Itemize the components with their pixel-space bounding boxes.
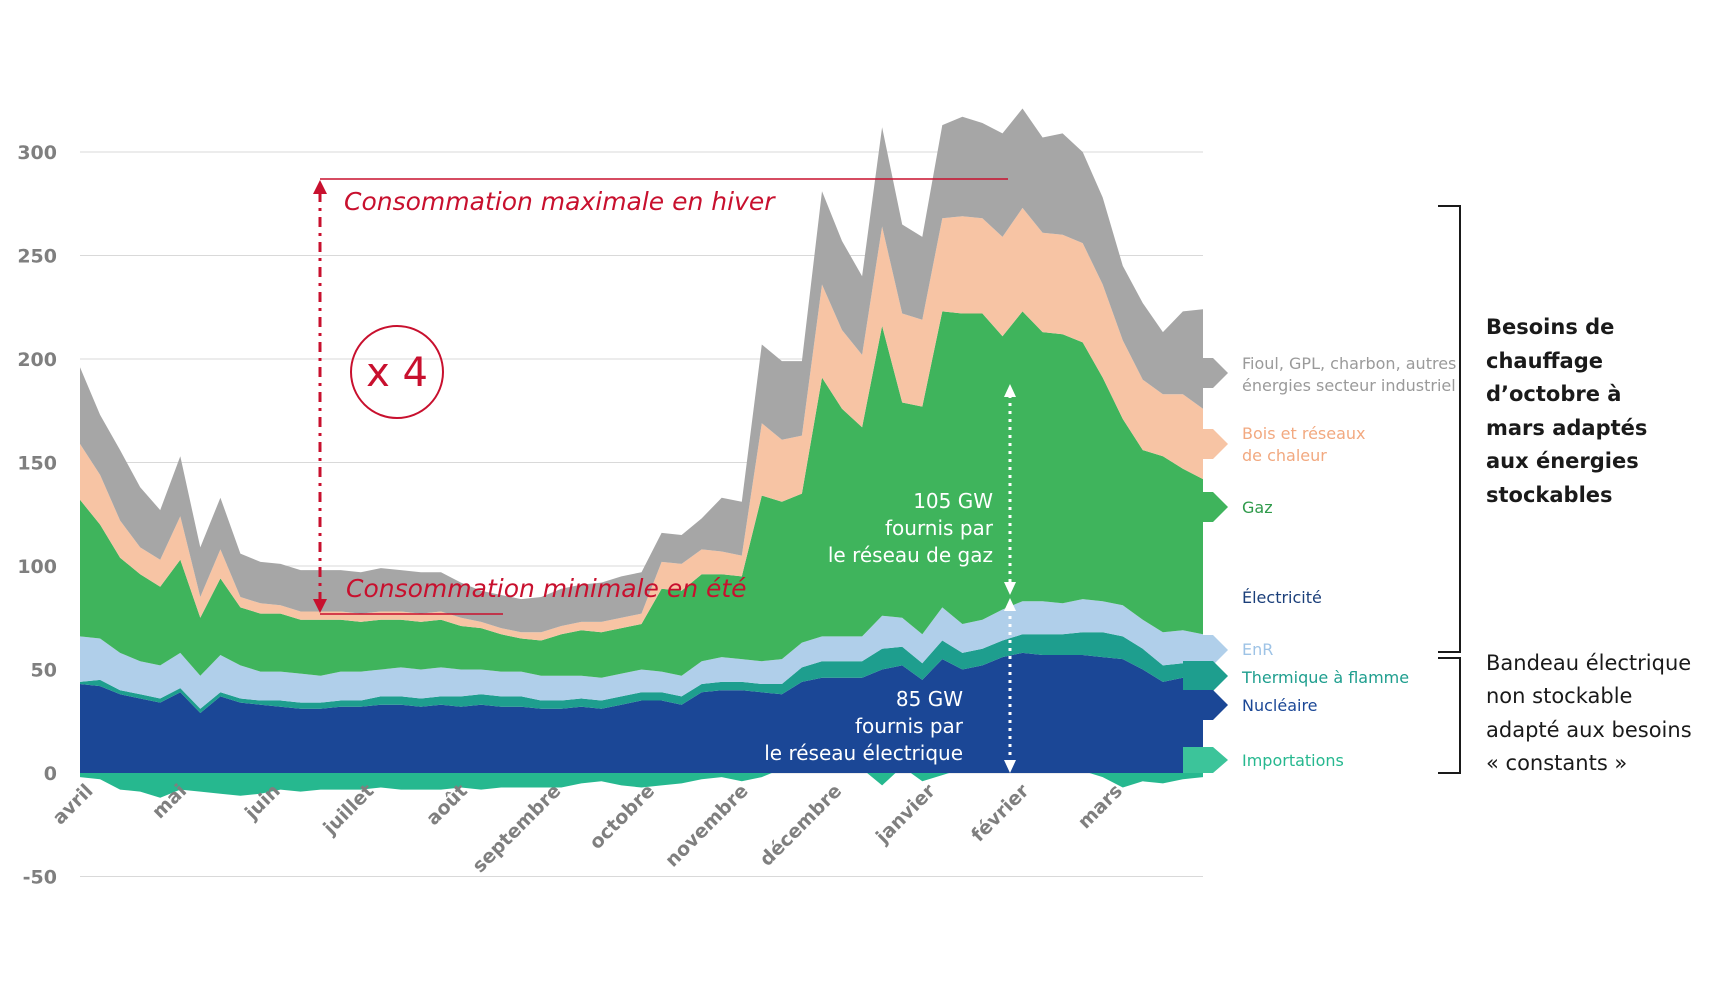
area-gaz: [80, 311, 1203, 678]
min-max-annotation: Consommation maximale en hiver Consommat…: [313, 178, 1008, 615]
electric-label-line3: adapté aux besoins: [1486, 718, 1692, 742]
area-enr: [80, 599, 1203, 709]
y-axis-ticks: -50 0 50 100 150 200 250 300: [17, 142, 57, 889]
min-consumption-label: Consommation minimale en été: [346, 574, 747, 603]
gas-arrow-head-up: [1004, 384, 1016, 397]
heating-label-line2: chauffage: [1486, 349, 1603, 373]
area-nucleaire: [80, 652, 1203, 773]
y-tick-label: 0: [44, 763, 57, 785]
ratio-arrow-head-down: [313, 599, 327, 613]
month-label: février: [967, 780, 1034, 847]
month-label: septembre: [468, 780, 565, 877]
month-label: mars: [1074, 780, 1127, 833]
area-thermique: [80, 632, 1203, 713]
legend-label-thermique: Thermique à flamme: [1241, 668, 1409, 687]
y-tick-label: -50: [23, 867, 57, 889]
heating-label-line5: aux énergies: [1486, 449, 1639, 473]
legend-label-fioul-line2: énergies secteur industriel: [1242, 376, 1456, 395]
heating-label-line1: Besoins de: [1486, 315, 1614, 339]
legend-marker-importations: [1183, 747, 1228, 773]
legend-marker-bois: [1183, 429, 1228, 459]
area-fioul: [80, 108, 1203, 633]
elec-gw-line2: fournis par: [855, 714, 964, 738]
legend-label-enr: EnR: [1242, 640, 1273, 659]
legend-label-importations: Importations: [1242, 751, 1344, 770]
legend-marker-nucleaire: [1183, 690, 1228, 720]
y-tick-label: 50: [31, 660, 57, 682]
legend-marker-enr: [1183, 635, 1228, 665]
month-label: avril: [48, 780, 97, 829]
legend-label-electricite: Électricité: [1242, 588, 1322, 607]
month-label: janvier: [871, 780, 940, 849]
area-importations: [80, 766, 1203, 798]
right-brackets: Besoins de chauffage d’octobre à mars ad…: [1438, 205, 1692, 775]
gas-gw-line3: le réseau de gaz: [828, 543, 993, 567]
month-label: novembre: [661, 780, 753, 872]
electric-label-line1: Bandeau électrique: [1486, 651, 1691, 675]
gas-arrow-head-down: [1004, 582, 1016, 595]
elec-gw-value: 85 GW: [896, 687, 963, 711]
legend-label-nucleaire: Nucléaire: [1242, 696, 1318, 715]
ratio-label: x 4: [366, 350, 428, 396]
ratio-circle: [350, 325, 444, 419]
legend-label-gaz: Gaz: [1242, 498, 1273, 517]
month-label: octobre: [585, 780, 659, 854]
heating-label-line4: mars adaptés: [1486, 416, 1647, 440]
gas-gw-line2: fournis par: [885, 516, 994, 540]
elec-gw-line3: le réseau électrique: [764, 741, 963, 765]
heating-bracket: [1438, 205, 1461, 653]
elec-arrow-head-up: [1004, 598, 1016, 611]
legend: Fioul, GPL, charbon, autres énergies sec…: [1183, 354, 1456, 773]
legend-label-bois-line1: Bois et réseaux: [1242, 424, 1366, 443]
y-tick-label: 200: [17, 349, 57, 371]
gas-gw-value: 105 GW: [913, 489, 993, 513]
y-tick-label: 250: [17, 246, 57, 268]
y-tick-label: 150: [17, 453, 57, 475]
electric-label-line4: « constants »: [1486, 751, 1627, 775]
month-label: décembre: [755, 780, 846, 871]
network-supply-annotation: 105 GW fournis par le réseau de gaz 85 G…: [764, 384, 1016, 773]
heating-label-line6: stockables: [1486, 483, 1613, 507]
max-consumption-label: Consommation maximale en hiver: [344, 187, 776, 216]
heating-label-line3: d’octobre à: [1486, 382, 1621, 406]
legend-marker-gaz: [1183, 492, 1228, 522]
legend-label-bois-line2: de chaleur: [1242, 446, 1327, 465]
electric-bracket: [1438, 657, 1461, 774]
legend-marker-fioul: [1183, 358, 1228, 388]
stacked-areas: [80, 108, 1203, 798]
legend-label-fioul-line1: Fioul, GPL, charbon, autres: [1242, 354, 1456, 373]
electric-label-line2: non stockable: [1486, 684, 1632, 708]
y-tick-label: 100: [17, 556, 57, 578]
ratio-arrow-head-up: [313, 180, 327, 194]
elec-arrow-head-down: [1004, 760, 1016, 773]
legend-marker-thermique: [1183, 661, 1228, 691]
y-tick-label: 300: [17, 142, 57, 164]
